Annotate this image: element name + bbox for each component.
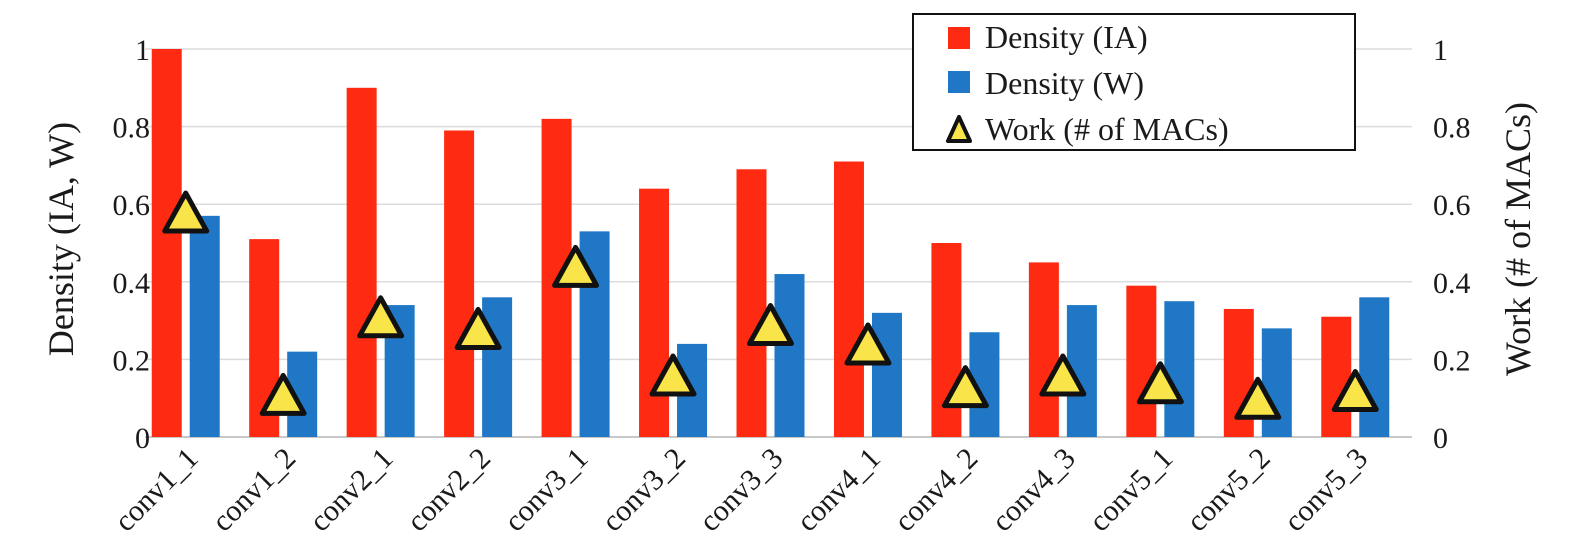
right-tick-label: 0.4 xyxy=(1433,267,1471,300)
work-marker-conv4_3 xyxy=(1039,353,1087,397)
work-marker-conv4_1 xyxy=(844,322,892,366)
bar-density-w-conv1_1 xyxy=(189,215,220,437)
bar-density-w-conv5_2 xyxy=(1261,328,1292,437)
work-markers xyxy=(162,190,1379,420)
bar-density-ia-conv4_3 xyxy=(1028,262,1059,437)
legend-swatch-density-ia xyxy=(948,27,970,49)
right-tick-label: 0.8 xyxy=(1433,112,1471,145)
work-marker-conv3_2 xyxy=(649,353,697,397)
x-tick-label: conv1_1 xyxy=(108,442,204,538)
work-marker-conv2_1 xyxy=(357,295,405,339)
bar-density-w-conv3_3 xyxy=(774,274,805,437)
bar-density-w-conv4_1 xyxy=(871,312,902,437)
legend-box xyxy=(912,13,1356,151)
left-tick-label: 0.2 xyxy=(113,344,151,377)
bar-density-ia-conv3_3 xyxy=(736,169,767,437)
work-marker-conv2_2 xyxy=(454,306,502,350)
work-marker-conv3_3 xyxy=(747,303,794,347)
left-tick-label: 0.6 xyxy=(113,189,151,222)
legend-label-work: Work (# of MACs) xyxy=(985,111,1229,147)
right-tick-label: 0.2 xyxy=(1433,344,1471,377)
right-tick-label: 1 xyxy=(1433,34,1448,67)
x-tick-label: conv2_2 xyxy=(401,442,497,538)
x-tick-label: conv5_2 xyxy=(1180,442,1276,538)
left-tick-label: 0.8 xyxy=(113,112,151,145)
x-tick-label: conv3_1 xyxy=(498,442,594,538)
work-marker-conv4_2 xyxy=(941,365,989,409)
bar-density-ia-conv5_3 xyxy=(1321,316,1352,437)
bar-density-w-conv5_3 xyxy=(1359,297,1390,437)
work-marker-conv5_2 xyxy=(1234,376,1282,420)
right-axis-title: Work (# of MACs) xyxy=(1498,102,1538,376)
x-tick-label: conv4_1 xyxy=(791,442,887,538)
x-tick-label: conv4_3 xyxy=(985,442,1081,538)
x-tick-label: conv4_2 xyxy=(888,442,984,538)
work-marker-conv5_3 xyxy=(1331,369,1379,413)
bar-density-ia-conv5_1 xyxy=(1126,285,1157,437)
bar-density-w-conv2_2 xyxy=(482,297,513,437)
x-tick-label: conv5_3 xyxy=(1278,442,1374,538)
work-marker-conv5_1 xyxy=(1136,361,1184,405)
bar-density-ia-conv4_1 xyxy=(833,161,864,437)
x-tick-label: conv3_2 xyxy=(596,442,692,538)
bar-density-ia-conv2_2 xyxy=(444,130,475,438)
x-tick-label: conv3_3 xyxy=(693,442,789,538)
legend-swatch-work-triangle xyxy=(946,115,972,143)
x-tick-label: conv2_1 xyxy=(303,442,399,538)
work-marker-conv1_1 xyxy=(162,190,210,234)
x-tick-label: conv5_1 xyxy=(1083,442,1179,538)
right-tick-label: 0 xyxy=(1433,422,1448,455)
left-tick-label: 0 xyxy=(135,422,150,455)
legend-swatch-density-w xyxy=(948,71,970,93)
bar-density-ia-conv2_1 xyxy=(346,87,377,438)
right-tick-label: 0.6 xyxy=(1433,189,1471,222)
bar-density-ia-conv3_2 xyxy=(639,188,670,437)
bar-density-w-conv5_1 xyxy=(1164,301,1195,437)
left-tick-label: 1 xyxy=(135,34,150,67)
work-marker-conv1_2 xyxy=(259,372,307,416)
work-marker-conv3_1 xyxy=(552,244,600,288)
left-axis-title: Density (IA, W) xyxy=(41,122,81,356)
bar-density-ia-conv1_1 xyxy=(151,49,182,437)
legend: Density (IA) Density (W) Work (# of MACs… xyxy=(912,13,1356,151)
legend-label-density-ia: Density (IA) xyxy=(985,19,1148,55)
left-tick-label: 0.4 xyxy=(113,267,151,300)
x-tick-label: conv1_2 xyxy=(206,442,302,538)
legend-label-density-w: Density (W) xyxy=(985,65,1144,101)
